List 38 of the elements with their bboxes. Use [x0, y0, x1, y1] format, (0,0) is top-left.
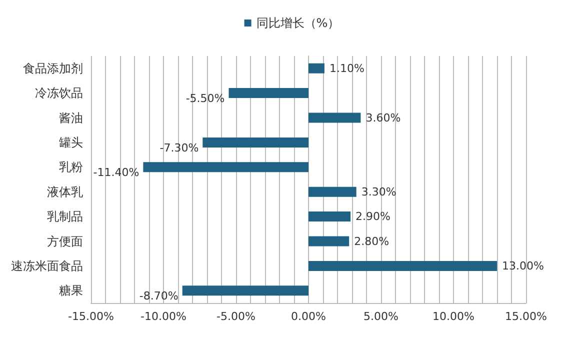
data-label: 2.80%	[354, 234, 390, 248]
x-tick-label: 0.00%	[291, 310, 326, 323]
x-tick-label: 5.00%	[364, 310, 398, 323]
x-tick-label: 10.00%	[432, 310, 474, 323]
data-label: 3.30%	[361, 185, 396, 198]
bar	[182, 286, 308, 296]
y-tick-label: 方便面	[47, 234, 83, 248]
bar	[308, 260, 497, 271]
bar	[308, 236, 350, 246]
y-tick-label: 罐头	[59, 135, 83, 150]
x-tick-label: -5.00%	[216, 310, 256, 323]
bar	[308, 112, 361, 123]
legend-label: 同比增长（%）	[256, 16, 340, 30]
data-label: 2.90%	[356, 210, 391, 224]
data-label: 13.00%	[502, 259, 544, 272]
y-tick-label: 糖果	[59, 284, 83, 298]
bar	[308, 63, 324, 74]
x-tick-label: 15.00%	[505, 310, 547, 323]
data-label: 3.60%	[366, 111, 401, 124]
data-label: -8.70%	[139, 290, 178, 303]
y-tick-label: 乳制品	[47, 210, 83, 224]
y-tick-label: 液体乳	[47, 184, 83, 199]
y-tick-label: 速冻米面食品	[11, 258, 83, 273]
bar	[143, 162, 308, 172]
data-label: 1.10%	[329, 62, 364, 75]
bar	[308, 212, 351, 222]
bar	[202, 137, 308, 148]
data-label: -5.50%	[186, 92, 225, 106]
y-tick-label: 食品添加剂	[23, 61, 83, 76]
y-tick-label: 冷冻饮品	[35, 86, 83, 100]
y-tick-label: 乳粉	[59, 160, 83, 174]
data-label: -11.40%	[93, 166, 140, 180]
x-tick-label: -10.00%	[140, 310, 186, 323]
y-tick-label: 酱油	[59, 110, 83, 125]
bar	[228, 88, 308, 98]
x-tick-label: -15.00%	[68, 310, 114, 323]
data-label: -7.30%	[160, 141, 199, 154]
bar	[308, 186, 356, 197]
